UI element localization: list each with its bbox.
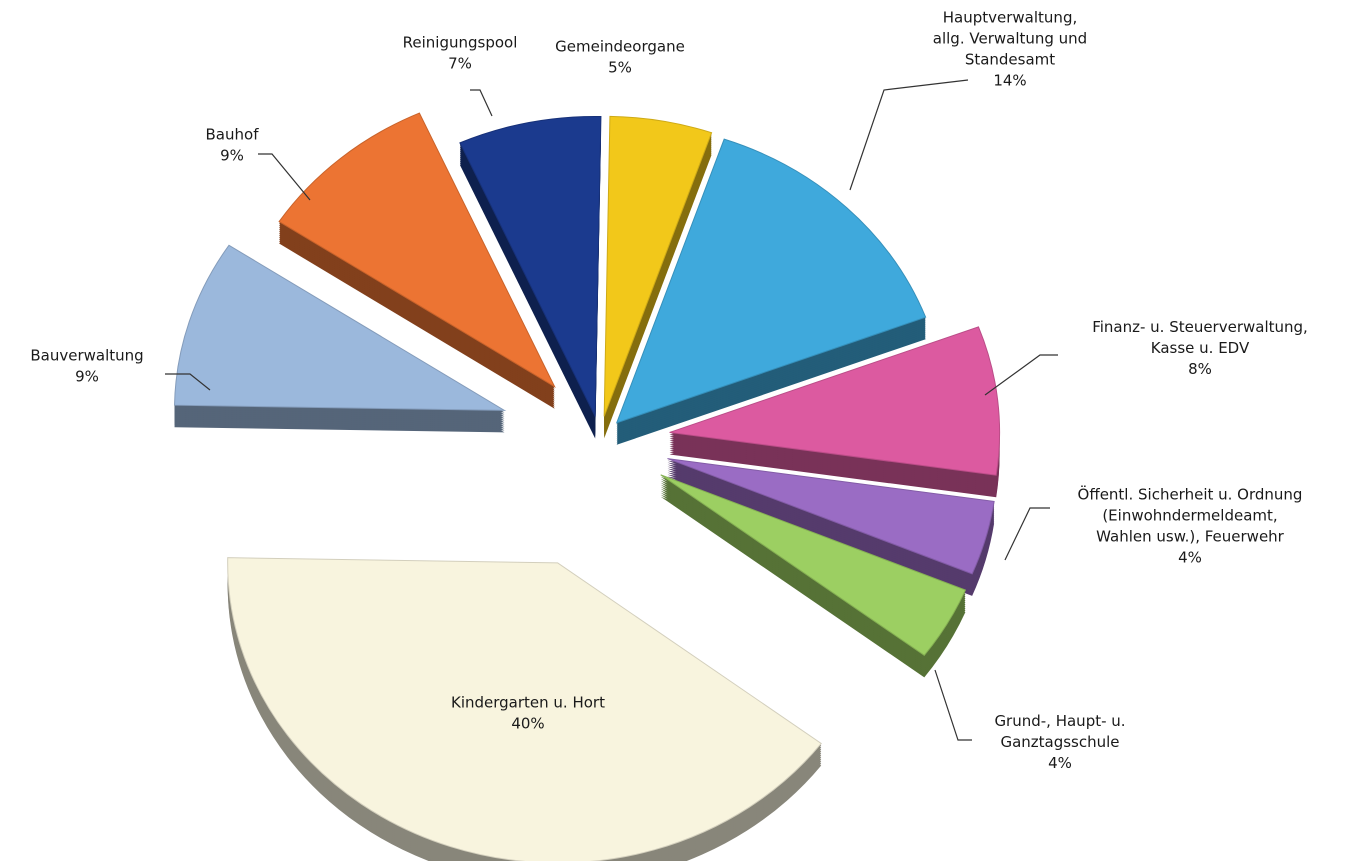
- slice-percent-bauhof: 9%: [220, 147, 244, 165]
- slice-label-gemeindeorgane: Gemeindeorgane: [555, 38, 685, 56]
- leader-line-bauhof: [258, 153, 311, 201]
- slice-percent-bauverwaltung: 9%: [75, 368, 99, 386]
- slice-label-bauverwaltung: Bauverwaltung: [30, 347, 143, 365]
- slice-percent-hauptverwaltung-allg-verwaltung-und-standesamt: 14%: [993, 72, 1026, 90]
- slice-percent-grund-haupt-u-ganztagsschule: 4%: [1048, 754, 1072, 772]
- leader-line-reinigungspool: [470, 89, 493, 117]
- leader-line-finanz-u-steuerverwaltung-kasse-u-edv: [984, 354, 1058, 396]
- pie-slice-bauhof[interactable]: [278, 112, 556, 388]
- slice-label-hauptverwaltung-allg-verwaltung-und-standesamt: allg. Verwaltung und: [933, 30, 1087, 48]
- pie-slice-bauverwaltung[interactable]: [174, 244, 507, 411]
- pie-slice-gemeindeorgane[interactable]: [603, 115, 713, 417]
- slice-label-oeffentl-sicherheit-u-ordnung-einwohndermeldeamt-wahlen-usw-feuerwehr: Öffentl. Sicherheit u. Ordnung: [1078, 485, 1303, 504]
- slice-label-reinigungspool: Reinigungspool: [403, 34, 518, 52]
- pie-slice-finanz-u-steuerverwaltung-kasse-u-edv[interactable]: [669, 326, 1001, 476]
- slice-percent-reinigungspool: 7%: [448, 55, 472, 73]
- slice-label-hauptverwaltung-allg-verwaltung-und-standesamt: Standesamt: [965, 51, 1055, 69]
- slice-percent-gemeindeorgane: 5%: [608, 59, 632, 77]
- slice-label-grund-haupt-u-ganztagsschule: Grund-, Haupt- u.: [994, 712, 1125, 730]
- pie-slice-oeffentl-sicherheit-u-ordnung-einwohndermeldeamt-wahlen-usw-feuerwehr[interactable]: [667, 458, 995, 575]
- slice-label-finanz-u-steuerverwaltung-kasse-u-edv: Finanz- u. Steuerverwaltung,: [1092, 318, 1308, 336]
- slice-label-grund-haupt-u-ganztagsschule: Ganztagsschule: [1000, 733, 1119, 751]
- slice-percent-finanz-u-steuerverwaltung-kasse-u-edv: 8%: [1188, 360, 1212, 378]
- pie-slice-grund-haupt-u-ganztagsschule[interactable]: [660, 474, 967, 657]
- slice-label-bauhof: Bauhof: [206, 126, 260, 144]
- pie-slice-kindergarten-u-hort[interactable]: [227, 557, 822, 861]
- leader-line-hauptverwaltung-allg-verwaltung-und-standesamt: [849, 79, 969, 191]
- slice-label-oeffentl-sicherheit-u-ordnung-einwohndermeldeamt-wahlen-usw-feuerwehr: (Einwohndermeldeamt,: [1102, 507, 1277, 525]
- slice-label-kindergarten-u-hort: Kindergarten u. Hort: [451, 694, 605, 712]
- pie-slice-hauptverwaltung-allg-verwaltung-und-standesamt[interactable]: [615, 138, 927, 424]
- slice-label-finanz-u-steuerverwaltung-kasse-u-edv: Kasse u. EDV: [1151, 339, 1250, 357]
- leader-line-grund-haupt-u-ganztagsschule: [934, 669, 972, 741]
- leader-line-bauverwaltung: [165, 373, 211, 391]
- slice-label-hauptverwaltung-allg-verwaltung-und-standesamt: Hauptverwaltung,: [943, 9, 1077, 27]
- leader-line-oeffentl-sicherheit-u-ordnung-einwohndermeldeamt-wahlen-usw-feuerwehr: [1004, 507, 1050, 561]
- pie-slice-reinigungspool[interactable]: [459, 116, 602, 417]
- slice-percent-kindergarten-u-hort: 40%: [511, 715, 544, 733]
- slice-percent-oeffentl-sicherheit-u-ordnung-einwohndermeldeamt-wahlen-usw-feuerwehr: 4%: [1178, 549, 1202, 567]
- slice-label-oeffentl-sicherheit-u-ordnung-einwohndermeldeamt-wahlen-usw-feuerwehr: Wahlen usw.), Feuerwehr: [1096, 528, 1285, 546]
